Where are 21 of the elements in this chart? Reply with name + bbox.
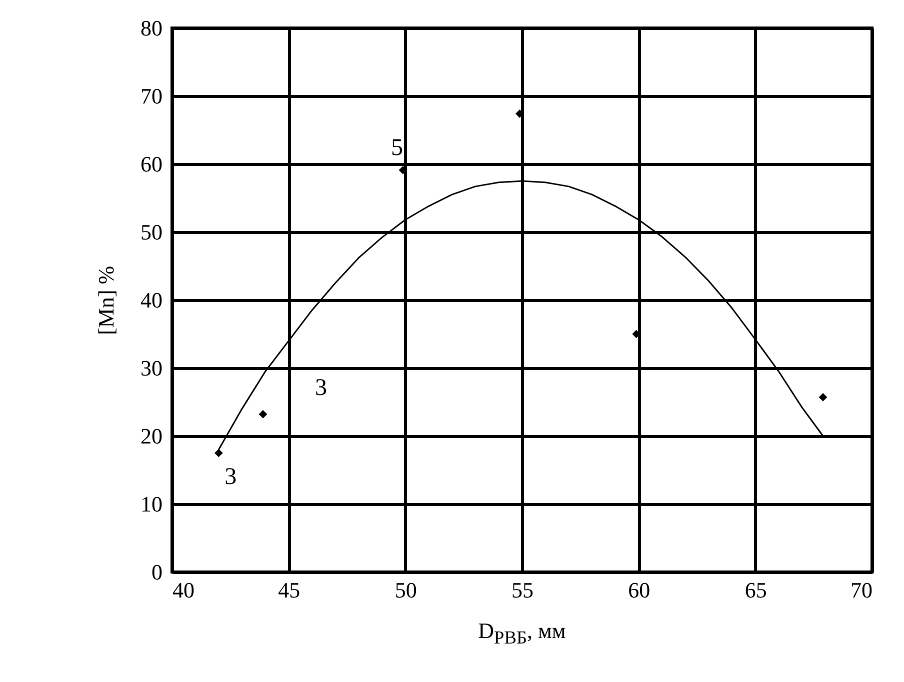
x-tick-label: 60 — [628, 578, 650, 602]
y-tick-label: 0 — [152, 560, 162, 584]
y-tick-label: 80 — [140, 16, 162, 40]
y-tick-label: 60 — [140, 152, 162, 176]
y-tick-label: 30 — [140, 356, 162, 380]
annotation: 5 — [391, 135, 403, 162]
x-tick-label: 50 — [394, 578, 417, 602]
y-tick-label: 50 — [140, 220, 162, 244]
x-tick-label: 65 — [744, 578, 767, 602]
y-tick-label: 70 — [140, 84, 162, 108]
x-tick-label: 70 — [850, 578, 872, 602]
y-tick-label: 10 — [140, 492, 162, 516]
x-tick-label: 40 — [172, 578, 194, 602]
y-tick-label: 40 — [140, 288, 162, 312]
x-tick-label: 55 — [512, 578, 534, 602]
annotation: 3 — [315, 375, 327, 402]
y-tick-label: 20 — [140, 424, 162, 448]
x-axis-title: D$_{РВБ}$, мм — [477, 618, 567, 648]
y-axis-title: [Mn] % — [94, 266, 118, 336]
x-tick-label: 45 — [278, 578, 300, 602]
annotation: 3 — [224, 464, 237, 490]
